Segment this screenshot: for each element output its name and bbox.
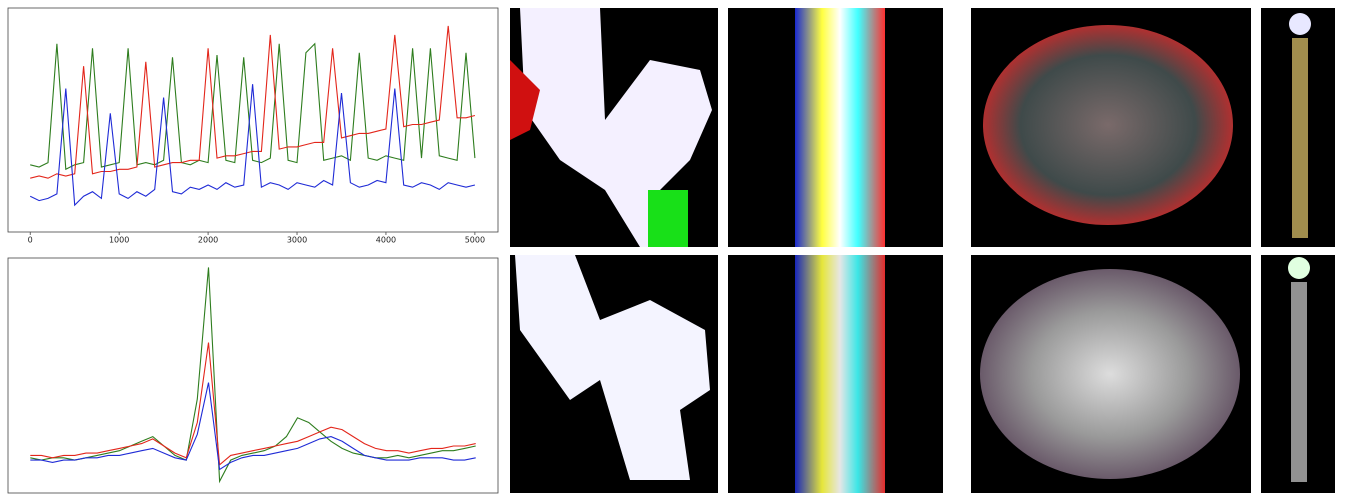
body-shape bbox=[1291, 282, 1307, 482]
body-shape bbox=[1292, 38, 1308, 238]
x-tick-label: 2000 bbox=[198, 236, 218, 245]
image-panels bbox=[510, 8, 1335, 493]
signal-line bbox=[30, 42, 476, 171]
x-tick-label: 3000 bbox=[287, 236, 307, 245]
signal-line bbox=[29, 84, 476, 207]
femur-shape bbox=[520, 8, 712, 247]
femur-shape bbox=[648, 190, 688, 247]
body-shape bbox=[1288, 257, 1310, 279]
spine-shape bbox=[795, 8, 885, 247]
signal-line bbox=[30, 382, 476, 471]
femur-shape bbox=[515, 255, 710, 480]
x-tick-label: 0 bbox=[28, 236, 33, 245]
brain-shape bbox=[983, 25, 1233, 225]
femur-shape bbox=[510, 60, 540, 140]
x-tick-label: 5000 bbox=[465, 236, 485, 245]
signal-line bbox=[30, 342, 476, 466]
plot-frame bbox=[7, 7, 499, 233]
plot-frame bbox=[7, 257, 499, 494]
x-tick-label: 4000 bbox=[376, 236, 396, 245]
brain-shape bbox=[980, 269, 1240, 479]
body-shape bbox=[1289, 13, 1311, 35]
spine-shape bbox=[795, 255, 885, 493]
x-tick-label: 1000 bbox=[109, 236, 129, 245]
signal-line bbox=[30, 267, 476, 484]
